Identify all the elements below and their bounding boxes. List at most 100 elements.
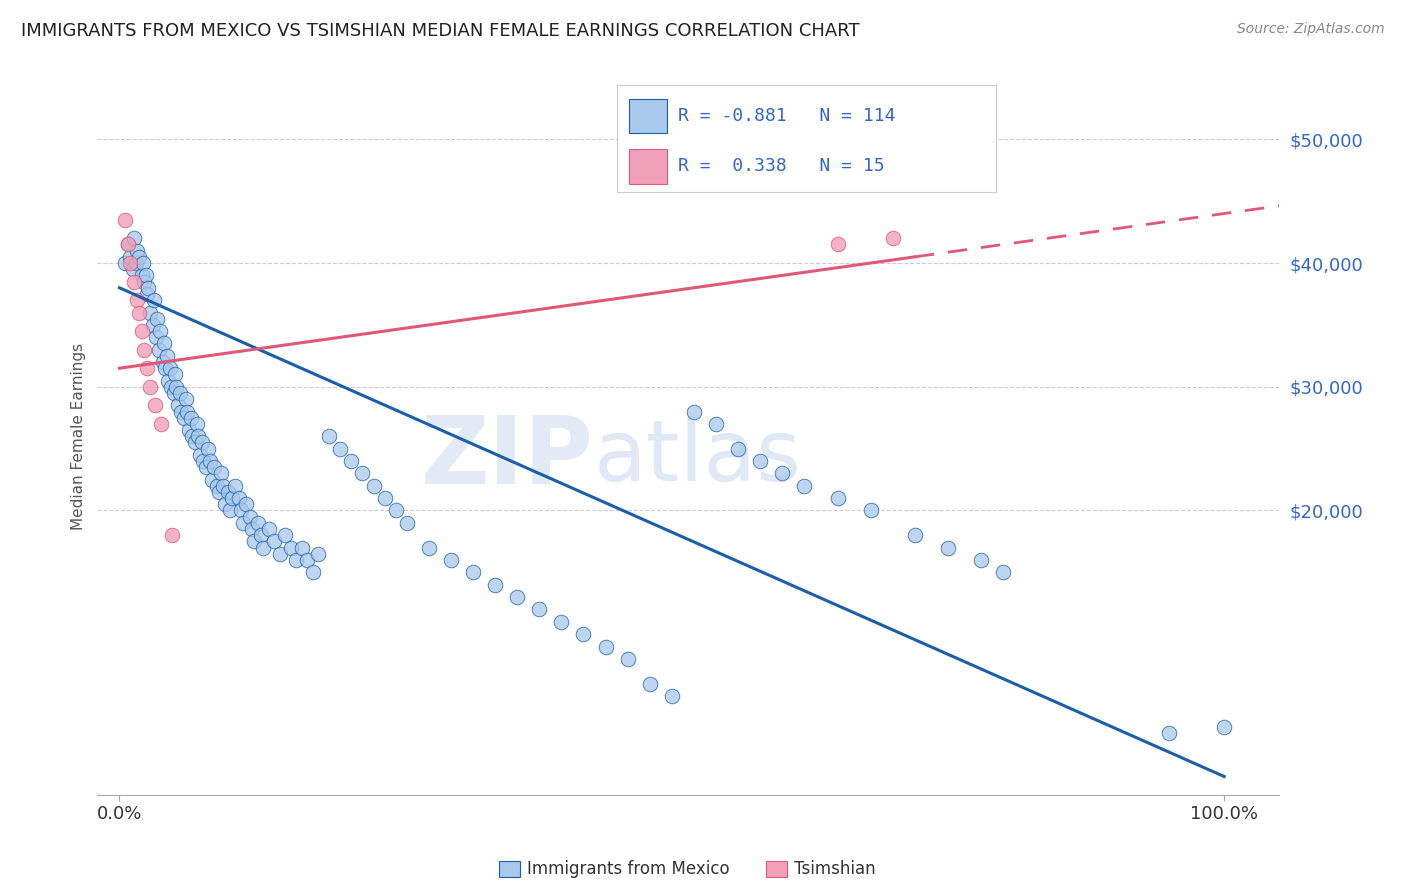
Point bbox=[224, 479, 246, 493]
Point bbox=[127, 244, 149, 258]
Point bbox=[198, 454, 221, 468]
Point bbox=[127, 293, 149, 307]
Text: IMMIGRANTS FROM MEXICO VS TSIMSHIAN MEDIAN FEMALE EARNINGS CORRELATION CHART: IMMIGRANTS FROM MEXICO VS TSIMSHIAN MEDI… bbox=[21, 22, 859, 40]
Point bbox=[529, 602, 551, 616]
Point bbox=[131, 256, 153, 270]
Point bbox=[318, 429, 340, 443]
Point bbox=[174, 392, 197, 406]
Point bbox=[704, 417, 727, 431]
Point bbox=[136, 287, 159, 301]
Text: ZIP: ZIP bbox=[420, 412, 593, 504]
Point bbox=[114, 212, 136, 227]
Point bbox=[139, 380, 162, 394]
Point bbox=[374, 491, 396, 505]
Point bbox=[243, 534, 266, 549]
Point bbox=[128, 250, 150, 264]
Point bbox=[239, 509, 262, 524]
Point bbox=[191, 435, 214, 450]
Point bbox=[827, 491, 849, 505]
Point bbox=[160, 380, 183, 394]
Point bbox=[152, 336, 174, 351]
Point bbox=[749, 454, 772, 468]
Point bbox=[301, 566, 323, 580]
Point bbox=[193, 454, 215, 468]
Point bbox=[181, 429, 204, 443]
Point bbox=[136, 361, 159, 376]
Point bbox=[235, 497, 257, 511]
Point bbox=[395, 516, 418, 530]
Point bbox=[131, 324, 153, 338]
Point bbox=[122, 275, 145, 289]
Point bbox=[148, 343, 170, 357]
Point bbox=[297, 553, 319, 567]
Point bbox=[229, 503, 252, 517]
Point bbox=[269, 547, 291, 561]
Point bbox=[153, 361, 176, 376]
Point bbox=[205, 479, 228, 493]
Point bbox=[208, 484, 231, 499]
Point bbox=[150, 417, 173, 431]
Point bbox=[550, 615, 572, 629]
Point bbox=[177, 423, 200, 437]
Point bbox=[125, 256, 148, 270]
Point bbox=[143, 398, 166, 412]
Point bbox=[163, 368, 186, 382]
Point bbox=[274, 528, 297, 542]
Text: Tsimshian: Tsimshian bbox=[794, 860, 876, 878]
Point bbox=[131, 268, 153, 283]
Point bbox=[204, 460, 226, 475]
Point bbox=[122, 231, 145, 245]
Point bbox=[683, 404, 706, 418]
Point bbox=[167, 398, 190, 412]
Point bbox=[162, 528, 184, 542]
Point bbox=[219, 503, 242, 517]
Point bbox=[114, 256, 136, 270]
Point bbox=[291, 541, 314, 555]
Point bbox=[461, 566, 484, 580]
Point bbox=[180, 410, 202, 425]
Point bbox=[1213, 720, 1236, 734]
Point bbox=[572, 627, 595, 641]
Point bbox=[136, 281, 159, 295]
Point bbox=[232, 516, 254, 530]
Point bbox=[307, 547, 329, 561]
Point bbox=[156, 349, 179, 363]
Point bbox=[384, 503, 406, 517]
Point bbox=[363, 479, 385, 493]
Y-axis label: Median Female Earnings: Median Female Earnings bbox=[72, 343, 86, 530]
Point bbox=[440, 553, 463, 567]
Point bbox=[135, 268, 157, 283]
Point bbox=[616, 652, 638, 666]
Point bbox=[183, 435, 205, 450]
Point bbox=[936, 541, 959, 555]
Point bbox=[595, 640, 617, 654]
Point bbox=[165, 380, 187, 394]
Point bbox=[340, 454, 363, 468]
Point bbox=[187, 429, 209, 443]
Point bbox=[145, 330, 167, 344]
Point bbox=[882, 231, 904, 245]
Point bbox=[638, 676, 661, 690]
Point bbox=[859, 503, 882, 517]
Point bbox=[993, 566, 1015, 580]
Point bbox=[418, 541, 440, 555]
Point bbox=[1157, 726, 1180, 740]
Text: Immigrants from Mexico: Immigrants from Mexico bbox=[527, 860, 730, 878]
Point bbox=[170, 404, 193, 418]
Point bbox=[221, 491, 243, 505]
Point bbox=[209, 467, 232, 481]
Point bbox=[173, 410, 195, 425]
Point bbox=[770, 467, 793, 481]
Point bbox=[904, 528, 927, 542]
Text: Source: ZipAtlas.com: Source: ZipAtlas.com bbox=[1237, 22, 1385, 37]
Point bbox=[152, 355, 174, 369]
Point bbox=[263, 534, 285, 549]
Point bbox=[146, 311, 169, 326]
Point bbox=[159, 361, 181, 376]
Point bbox=[120, 250, 142, 264]
Point bbox=[484, 578, 506, 592]
Point bbox=[212, 479, 235, 493]
Point bbox=[257, 522, 280, 536]
Text: atlas: atlas bbox=[593, 417, 801, 500]
Point bbox=[120, 256, 142, 270]
